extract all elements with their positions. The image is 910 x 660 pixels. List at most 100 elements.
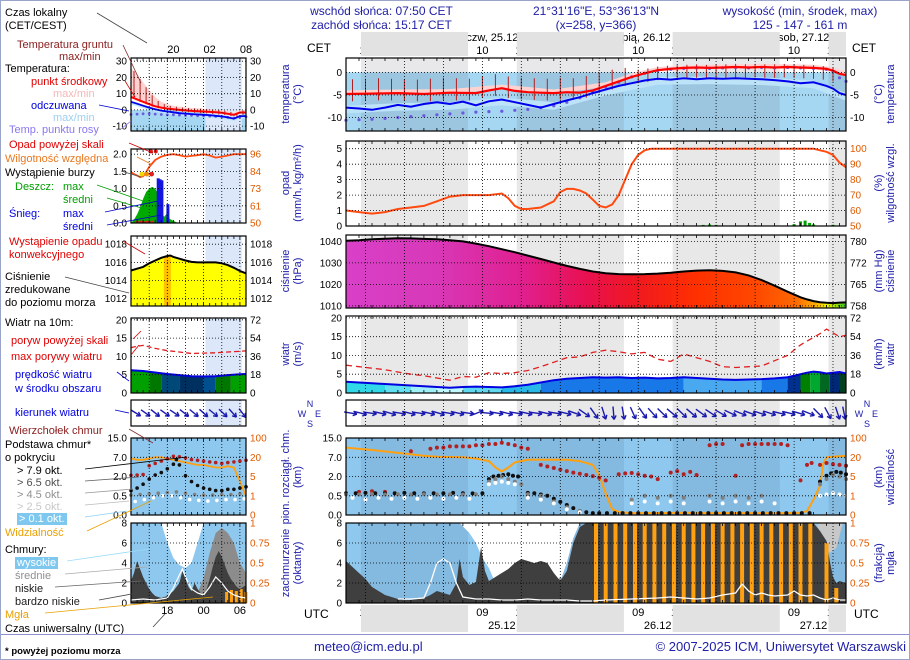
svg-text:15: 15 bbox=[331, 332, 343, 343]
legend-cloud-top: Wierzchołek chmur bbox=[9, 425, 103, 437]
altitude-value: 125 - 147 - 161 m bbox=[752, 18, 848, 32]
compass-right: NW ES bbox=[855, 399, 878, 429]
svg-text:1012: 1012 bbox=[250, 294, 273, 305]
utc-label-bottom-left: UTC bbox=[304, 607, 329, 621]
legend-clouds-high: wysokie bbox=[15, 557, 59, 569]
svg-text:00: 00 bbox=[198, 605, 210, 617]
svg-text:0.0: 0.0 bbox=[113, 511, 127, 522]
legend-okta-01: > 0.1 okt. bbox=[17, 513, 67, 525]
svg-text:0: 0 bbox=[850, 511, 856, 522]
svg-text:10: 10 bbox=[632, 45, 644, 57]
feels-like bbox=[130, 100, 246, 120]
sea-level-pressure bbox=[345, 237, 847, 305]
svg-text:E: E bbox=[315, 409, 321, 419]
svg-text:2: 2 bbox=[336, 191, 342, 202]
svg-text:72: 72 bbox=[850, 313, 862, 324]
svg-text:54: 54 bbox=[250, 334, 262, 345]
cet-label-top-right: CET bbox=[852, 41, 876, 55]
sunset-time: zachód słońca: 15:17 CET bbox=[311, 18, 452, 32]
svg-text:90: 90 bbox=[850, 160, 862, 171]
svg-text:ciśnienie: ciśnienie bbox=[280, 250, 292, 293]
svg-text:(mm Hg): (mm Hg) bbox=[873, 250, 885, 293]
legend-clouds-mid: średnie bbox=[15, 570, 52, 582]
svg-text:30: 30 bbox=[250, 57, 262, 68]
legend-dewpoint: Temp. punktu rosy bbox=[9, 124, 99, 136]
legend-rain-max: max bbox=[63, 181, 84, 193]
svg-text:54: 54 bbox=[850, 332, 862, 343]
cet-label-top-left: CET bbox=[307, 41, 331, 55]
sunrise-time: wschód słońca: 07:50 CET bbox=[310, 4, 453, 18]
svg-text:0: 0 bbox=[250, 511, 256, 522]
svg-text:5: 5 bbox=[336, 370, 342, 381]
svg-text:27.12: 27.12 bbox=[800, 620, 828, 632]
svg-text:0: 0 bbox=[336, 222, 342, 233]
legend-pressure-2: zredukowane bbox=[5, 284, 71, 296]
svg-text:36: 36 bbox=[250, 352, 262, 363]
svg-text:0.25: 0.25 bbox=[850, 579, 870, 590]
contact-email[interactable]: meteo@icm.edu.pl bbox=[314, 639, 423, 654]
svg-text:temperatura: temperatura bbox=[885, 63, 897, 123]
svg-text:1018: 1018 bbox=[250, 240, 273, 251]
svg-text:1: 1 bbox=[336, 206, 342, 217]
svg-text:50: 50 bbox=[250, 219, 262, 230]
svg-text:4: 4 bbox=[336, 559, 342, 570]
svg-text:E: E bbox=[872, 409, 878, 419]
svg-text:0.75: 0.75 bbox=[850, 539, 870, 550]
svg-text:8: 8 bbox=[336, 519, 342, 530]
legend-storm: Wystąpienie burzy bbox=[5, 167, 95, 179]
legend-rain-avg: średni bbox=[63, 194, 93, 206]
svg-text:1: 1 bbox=[850, 519, 856, 530]
svg-text:1.0: 1.0 bbox=[113, 184, 127, 195]
svg-text:0: 0 bbox=[121, 599, 127, 610]
svg-text:5: 5 bbox=[336, 144, 342, 155]
svg-text:zachmurzenie: zachmurzenie bbox=[280, 529, 292, 597]
svg-text:(m/s): (m/s) bbox=[292, 341, 304, 366]
svg-text:96: 96 bbox=[250, 150, 262, 161]
grid-point: (x=258, y=366) bbox=[555, 18, 637, 32]
legend-footnote: * powyżej poziomu morza bbox=[5, 646, 121, 657]
svg-text:-10: -10 bbox=[250, 122, 265, 133]
svg-text:(°C): (°C) bbox=[873, 84, 885, 104]
svg-text:5: 5 bbox=[850, 472, 856, 483]
temp-maxmin-band bbox=[131, 67, 246, 115]
svg-text:0: 0 bbox=[121, 105, 127, 116]
location-coordinates: 21°31'16"E, 53°36'13"N (x=258, y=366) bbox=[496, 4, 696, 32]
svg-text:(km): (km) bbox=[873, 466, 885, 488]
svg-text:0: 0 bbox=[250, 105, 256, 116]
svg-text:1: 1 bbox=[250, 519, 256, 530]
legend-wind-speed-2: w środku obszaru bbox=[15, 383, 102, 395]
svg-text:36: 36 bbox=[850, 351, 862, 362]
legend-clouds: Chmury: bbox=[5, 544, 47, 556]
svg-text:0.0: 0.0 bbox=[113, 219, 127, 230]
relative-humidity bbox=[345, 147, 847, 215]
svg-text:1012: 1012 bbox=[105, 294, 128, 305]
svg-text:765: 765 bbox=[850, 280, 867, 291]
sun-times: wschód słońca: 07:50 CET zachód słońca: … bbox=[284, 4, 479, 32]
svg-text:0.5: 0.5 bbox=[113, 201, 127, 212]
coordinates: 21°31'16"E, 53°36'13"N bbox=[532, 4, 660, 18]
svg-text:758: 758 bbox=[850, 301, 867, 312]
fog-line bbox=[397, 558, 846, 602]
wind-gust-max bbox=[130, 344, 247, 355]
svg-text:pią, 26.12: pią, 26.12 bbox=[622, 32, 670, 44]
panel-cloud-cover: 0 2 4 6 8 0 0.25 0.5 0.75 1 bbox=[336, 519, 869, 610]
svg-text:10: 10 bbox=[476, 45, 488, 57]
svg-text:10: 10 bbox=[331, 351, 343, 362]
wind-speed bbox=[345, 370, 847, 389]
svg-text:ciśnienie: ciśnienie bbox=[885, 250, 897, 293]
svg-text:10: 10 bbox=[788, 45, 800, 57]
svg-text:temperatura: temperatura bbox=[280, 63, 292, 123]
legend-wind-speed: prędkość wiatru bbox=[15, 369, 93, 381]
legend-okta-65: > 6.5 okt. bbox=[17, 477, 63, 489]
legend-fog: Mgła bbox=[5, 609, 29, 621]
svg-text:2: 2 bbox=[336, 579, 342, 590]
svg-text:20: 20 bbox=[250, 453, 262, 464]
legend-gust-max: max porywy wiatru bbox=[11, 351, 103, 363]
feels-like bbox=[345, 77, 847, 111]
svg-text:4: 4 bbox=[121, 559, 127, 570]
svg-text:-10: -10 bbox=[113, 122, 128, 133]
svg-text:72: 72 bbox=[250, 315, 262, 326]
svg-text:-10: -10 bbox=[850, 113, 865, 124]
svg-text:15.0: 15.0 bbox=[108, 434, 128, 445]
